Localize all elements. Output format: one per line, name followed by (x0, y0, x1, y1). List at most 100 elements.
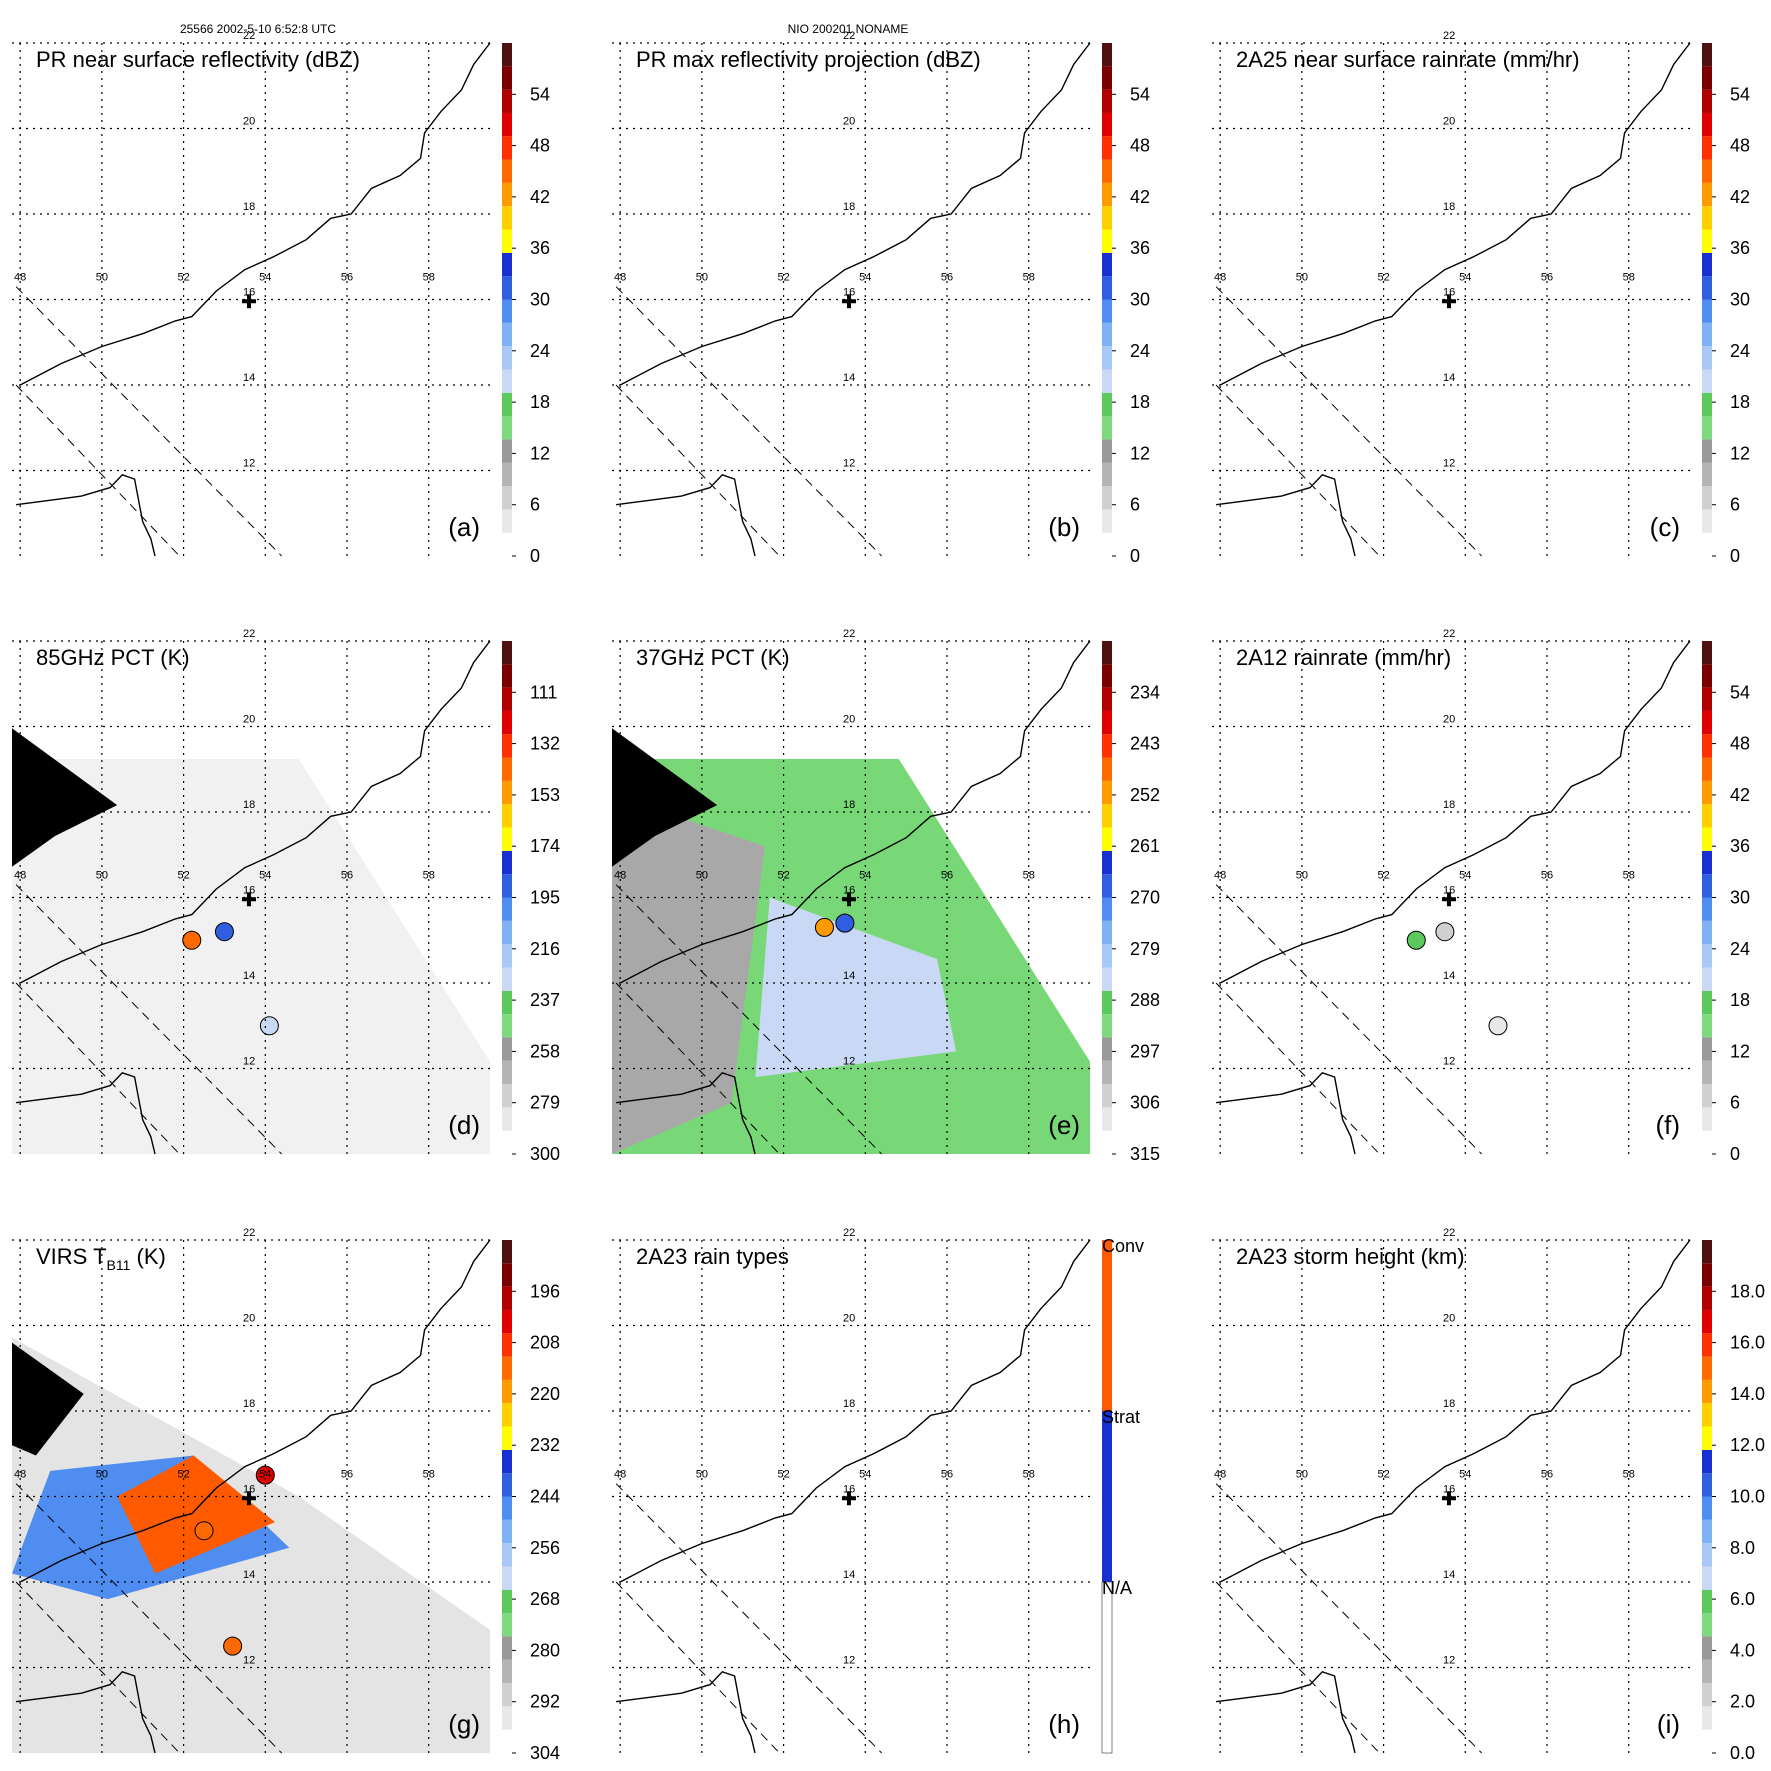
colorbar-segment (1102, 1014, 1112, 1038)
lat-tick-label: 14 (843, 372, 855, 384)
coastline-horn (16, 1071, 156, 1155)
data-cell (814, 917, 834, 937)
lat-tick-label: 12 (243, 1655, 255, 1667)
lon-tick-label: 54 (859, 1468, 871, 1480)
colorbar-tick-label: 8.0 (1730, 1538, 1755, 1558)
data-cell (1406, 930, 1426, 950)
colorbar-segment (1102, 509, 1112, 533)
lon-tick-label: 52 (177, 1468, 189, 1480)
colorbar-segment (1702, 850, 1712, 875)
storm-center-marker (841, 1491, 856, 1506)
swath-edge (15, 286, 282, 557)
colorbar-tick-label: 12 (1130, 443, 1150, 463)
lon-tick-label: 48 (14, 869, 26, 881)
lon-tick-label: 56 (941, 271, 953, 283)
colorbar-segment (1702, 1309, 1712, 1334)
storm-center-marker (841, 892, 856, 907)
colorbar-segment (1702, 1589, 1712, 1614)
coastline-horn (1216, 1670, 1356, 1754)
lon-tick-label: 58 (1623, 271, 1635, 283)
lat-tick-label: 18 (843, 201, 855, 213)
colorbar-segment (502, 346, 512, 370)
colorbar-segment (502, 462, 512, 487)
lon-tick-label: 58 (423, 869, 435, 881)
colorbar-tick-label: 10.0 (1730, 1487, 1765, 1507)
colorbar-tick-label: 36 (1730, 238, 1750, 258)
swath-background (12, 758, 490, 1154)
colorbar-tick-label: 196 (530, 1281, 560, 1301)
lon-tick-label: 50 (96, 869, 108, 881)
swath-edge (15, 1581, 180, 1754)
colorbar-segment (502, 850, 512, 875)
storm-center-marker (241, 892, 256, 907)
coastline-arabia (619, 42, 1091, 386)
colorbar-segment (1102, 89, 1112, 113)
colorbar-segment (1102, 1084, 1112, 1108)
colorbar-segment (1102, 850, 1112, 875)
colorbar-tick-label: 54 (1730, 682, 1750, 702)
data-cell (835, 913, 855, 933)
colorbar-segment (1702, 66, 1712, 90)
colorbar-tick-label: 220 (530, 1384, 560, 1404)
colorbar-segment (1102, 641, 1112, 665)
lon-tick-label: 54 (259, 1468, 271, 1480)
lat-tick-label: 18 (243, 201, 255, 213)
lat-tick-label: 14 (1443, 970, 1455, 982)
colorbar-segment (502, 757, 512, 781)
colorbar-tick-label: 6 (1730, 495, 1740, 515)
panel-e: 48 50 52 54 56 58 22 20 18 16 14 12 315 306 297 288 279 2… (612, 628, 1160, 1164)
colorbar-segment (1702, 897, 1712, 921)
colorbar-tick-label: 54 (1130, 84, 1150, 104)
swath-edge (1215, 286, 1482, 557)
lon-tick-label: 52 (177, 271, 189, 283)
colorbar-segment (502, 687, 512, 711)
colorbar-segment (1102, 252, 1112, 277)
lon-tick-label: 50 (96, 1468, 108, 1480)
colorbar-segment (1102, 710, 1112, 735)
colorbar-segment (502, 1037, 512, 1061)
colorbar-segment (1702, 967, 1712, 991)
no-data-region (12, 1342, 84, 1456)
colorbar-tick-label: 24 (1130, 341, 1150, 361)
colorbar-segment (1102, 276, 1112, 300)
colorbar-segment (1702, 1706, 1712, 1730)
panel-grid: 48 50 52 54 56 582220181614120612182430364248… (12, 30, 1765, 1763)
colorbar-segment (1102, 392, 1112, 417)
colorbar-segment (1702, 664, 1712, 688)
lat-tick-label: 12 (243, 1056, 255, 1068)
swath-edge (1215, 884, 1482, 1155)
colorbar-tick-label: 0 (1130, 546, 1140, 566)
swath-edge (615, 1581, 780, 1754)
storm-center-marker (1441, 892, 1456, 907)
colorbar-segment (1702, 136, 1712, 160)
lat-tick-label: 22 (243, 30, 255, 42)
panel-title: 2A23 rain types (636, 1244, 789, 1269)
lat-tick-label: 14 (843, 1569, 855, 1581)
colorbar-tick-label: 54 (1730, 84, 1750, 104)
swath-edge (15, 1483, 282, 1754)
panel-title: 37GHz PCT (K) (636, 645, 790, 670)
colorbar-tick-label: 6 (1730, 1093, 1740, 1113)
panel-letter: (a) (448, 512, 480, 542)
colorbar-tick-label: 12 (1730, 443, 1750, 463)
colorbar-segment (502, 1263, 512, 1287)
lon-tick-label: 58 (1023, 869, 1035, 881)
colorbar-tick-label: 30 (1130, 290, 1150, 310)
colorbar-segment (1702, 1636, 1712, 1660)
colorbar-segment (1702, 159, 1712, 183)
lat-tick-label: 12 (843, 1655, 855, 1667)
swath-edge (15, 884, 282, 1155)
panel-title: 2A23 storm height (km) (1236, 1244, 1465, 1269)
colorbar-segment (502, 1379, 512, 1404)
colorbar-segment (502, 664, 512, 688)
colorbar-segment (502, 1473, 512, 1497)
colorbar-tick-label: 304 (530, 1743, 560, 1763)
colorbar-tick-label: 279 (530, 1093, 560, 1113)
colorbar-tick-label: 297 (1130, 1041, 1160, 1061)
lat-tick-label: 16 (1443, 885, 1455, 897)
colorbar-tick-label: 42 (1130, 187, 1150, 207)
coastline-horn (616, 1071, 756, 1155)
lon-tick-label: 50 (696, 1468, 708, 1480)
colorbar-segment (1702, 1130, 1712, 1154)
colorbar-tick-label: 300 (530, 1144, 560, 1164)
